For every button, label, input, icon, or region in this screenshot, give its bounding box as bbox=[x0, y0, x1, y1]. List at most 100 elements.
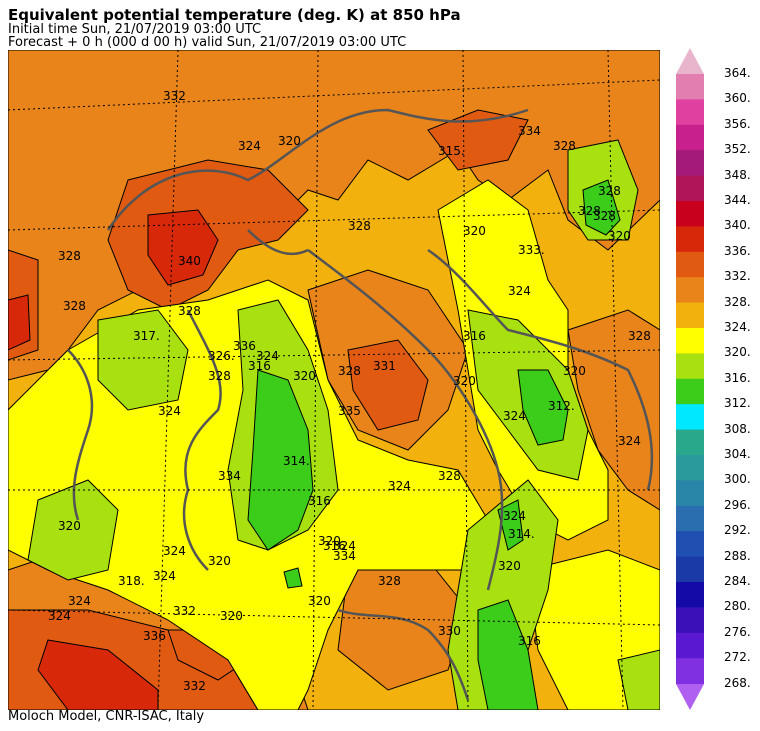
contour-value-label: 320 bbox=[453, 374, 476, 388]
contour-value-label: 320 bbox=[318, 534, 341, 548]
field-region-336b bbox=[37, 639, 159, 710]
graticule bbox=[8, 50, 660, 710]
field-region-312e bbox=[497, 499, 524, 551]
colorbar-level-label: 356. bbox=[724, 116, 751, 131]
contour-value-label: 328 bbox=[348, 219, 371, 233]
contour-value-label: 336 bbox=[143, 629, 166, 643]
colorbar-level-label: 280. bbox=[724, 599, 751, 614]
colorbar-level-label: 292. bbox=[724, 523, 751, 538]
contour-value-label: 328 bbox=[578, 204, 601, 218]
forecast-valid-time: Forecast + 0 h (000 d 00 h) valid Sun, 2… bbox=[8, 35, 407, 50]
contour-value-label: 336 bbox=[233, 339, 256, 353]
colorbar-swatch bbox=[676, 556, 704, 583]
contour-value-label: 320 bbox=[463, 224, 486, 238]
colorbar-level-label: 316. bbox=[724, 370, 751, 385]
colorbar bbox=[676, 48, 704, 710]
colorbar-swatch bbox=[676, 74, 704, 100]
contour-value-label: 316 bbox=[323, 539, 346, 553]
contour-value-label: 324 bbox=[163, 544, 186, 558]
contour-value-label: 315. bbox=[438, 144, 465, 158]
contour-value-label: 330 bbox=[438, 624, 461, 638]
field-region-336 bbox=[147, 209, 219, 286]
colorbar-level-label: 364. bbox=[724, 66, 751, 80]
field-region-332e bbox=[427, 109, 529, 171]
contour-value-label: 332 bbox=[183, 679, 206, 693]
contour-value-label: 334 bbox=[333, 549, 356, 563]
colorbar-level-label: 336. bbox=[724, 243, 751, 258]
field-region-312f bbox=[283, 567, 303, 589]
field-region-312c bbox=[477, 599, 539, 710]
contour-value-label: 324 bbox=[68, 594, 91, 608]
contour-value-label: 332 bbox=[163, 89, 186, 103]
field-region-328e bbox=[567, 309, 660, 511]
contour-value-label: 320 bbox=[208, 554, 231, 568]
contour-value-label: 328 bbox=[338, 364, 361, 378]
contour-value-label: 328 bbox=[553, 139, 576, 153]
colorbar-swatch bbox=[676, 658, 704, 685]
colorbar-level-label: 304. bbox=[724, 447, 751, 461]
colorbar-level-label: 312. bbox=[724, 396, 751, 411]
contour-value-label: 340 bbox=[178, 254, 201, 268]
field-region-316 bbox=[97, 309, 189, 411]
initial-time: Initial time Sun, 21/07/2019 03:00 UTC bbox=[8, 22, 262, 37]
contour-value-label: 324 bbox=[503, 509, 526, 523]
contour-value-label: 328 bbox=[598, 184, 621, 198]
contour-value-label: 328 bbox=[58, 249, 81, 263]
colorbar-swatch bbox=[676, 99, 704, 126]
model-credit: Moloch Model, CNR-ISAC, Italy bbox=[8, 709, 205, 724]
contour-value-label: 316 bbox=[518, 634, 541, 648]
colorbar-swatch bbox=[676, 582, 704, 608]
contour-value-label: 328 bbox=[378, 574, 401, 588]
colorbar-swatch bbox=[676, 226, 704, 253]
colorbar-bottom-arrow bbox=[676, 684, 704, 710]
contour-value-label: 328 bbox=[178, 304, 201, 318]
contour-value-label: 333. bbox=[518, 243, 545, 257]
contour-value-label: 316 bbox=[308, 494, 331, 508]
contour-value-label: 320 bbox=[220, 609, 243, 623]
colorbar-level-label: 276. bbox=[724, 624, 751, 639]
field-region-312 bbox=[247, 369, 314, 551]
colorbar-swatch bbox=[676, 353, 704, 380]
contour-value-label: 320 bbox=[563, 364, 586, 378]
contour-value-label: 335 bbox=[338, 404, 361, 418]
colorbar-swatch bbox=[676, 404, 704, 431]
contour-value-label: 324 bbox=[238, 139, 261, 153]
chart-title: Equivalent potential temperature (deg. K… bbox=[8, 6, 461, 24]
field-region-336c bbox=[8, 294, 31, 351]
colorbar-swatch bbox=[676, 531, 704, 558]
contour-value-label: 334 bbox=[218, 469, 241, 483]
contour-value-label: 328 bbox=[63, 299, 86, 313]
colorbar-swatch bbox=[676, 251, 704, 278]
contour-value-label: 324 bbox=[508, 284, 531, 298]
colorbar-swatch bbox=[676, 429, 704, 456]
field-region-312d bbox=[582, 179, 621, 236]
contour-value-label: 324 bbox=[333, 539, 356, 553]
contour-value-label: 328 bbox=[593, 209, 616, 223]
contour-value-label: 324 bbox=[256, 349, 279, 363]
colorbar-swatch bbox=[676, 607, 704, 634]
contour-value-label: 324 bbox=[503, 409, 526, 423]
contour-value-label: 316 bbox=[248, 359, 271, 373]
contour-value-label: 324 bbox=[153, 569, 176, 583]
colorbar-level-label: 352. bbox=[724, 142, 751, 157]
colorbar-swatch bbox=[676, 455, 704, 481]
colorbar-swatch bbox=[676, 175, 704, 202]
contour-value-label: 324 bbox=[388, 479, 411, 493]
colorbar-level-label: 308. bbox=[724, 421, 751, 436]
contour-value-label: 331 bbox=[373, 359, 396, 373]
field-region-316e bbox=[27, 479, 119, 581]
colorbar-level-label: 288. bbox=[724, 548, 751, 563]
colorbar-swatch bbox=[676, 277, 704, 304]
contour-value-label: 328 bbox=[438, 469, 461, 483]
contour-value-label: 324 bbox=[158, 404, 181, 418]
contour-value-label: 328 bbox=[208, 369, 231, 383]
colorbar-swatch bbox=[676, 378, 704, 405]
contour-value-label: 314. bbox=[283, 454, 310, 468]
contour-value-label: 328 bbox=[628, 329, 651, 343]
contour-value-label: 320 bbox=[58, 519, 81, 533]
colorbar-swatch bbox=[676, 201, 704, 227]
colorbar-top-arrow bbox=[676, 48, 704, 74]
contour-value-label: 314. bbox=[508, 527, 535, 541]
colorbar-level-label: 296. bbox=[724, 497, 751, 512]
